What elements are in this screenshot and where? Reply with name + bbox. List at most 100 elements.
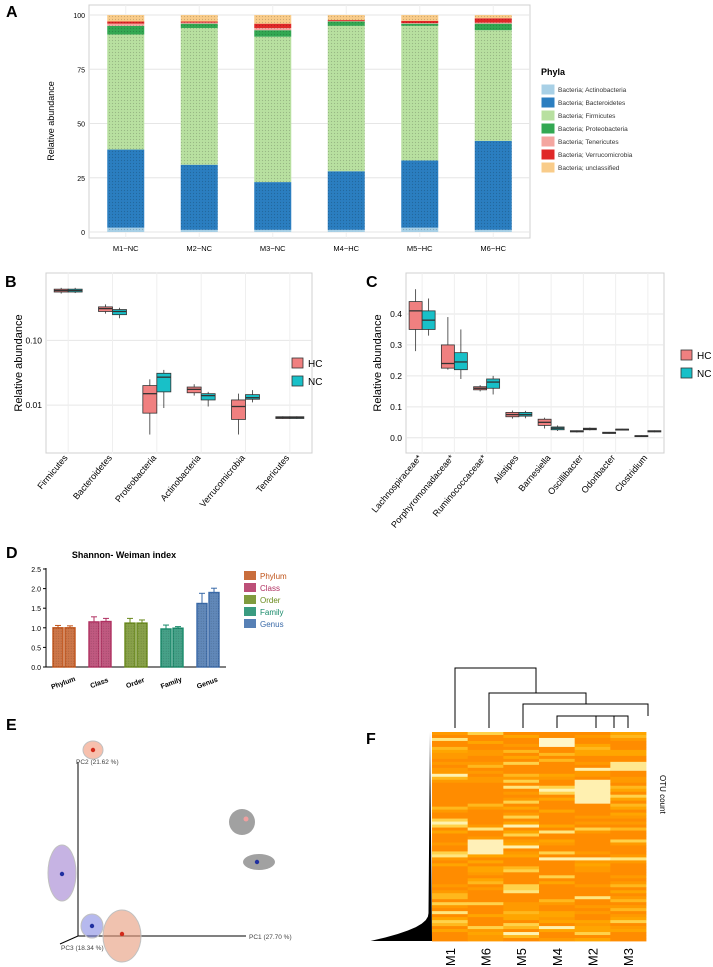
heatmap-cell bbox=[432, 881, 469, 885]
heatmap-cell bbox=[432, 794, 469, 799]
heatmap-cell bbox=[503, 803, 540, 808]
heatmap-cell bbox=[610, 740, 647, 745]
heatmap-cell bbox=[610, 863, 647, 867]
heatmap-cell bbox=[610, 779, 647, 784]
heatmap-cell bbox=[432, 818, 469, 822]
heatmap-cell bbox=[432, 740, 469, 745]
panel-label-f: F bbox=[366, 731, 376, 748]
heatmap-cell bbox=[503, 911, 540, 915]
dendrogram bbox=[454, 667, 649, 728]
xtick-label: M6−HC bbox=[480, 244, 506, 253]
heatmap-cell bbox=[432, 761, 469, 766]
heatmap-cell bbox=[539, 779, 576, 784]
heatmap-cell bbox=[539, 797, 576, 802]
heatmap-cell bbox=[610, 860, 647, 864]
heatmap-cell bbox=[432, 824, 469, 828]
heatmap-cell bbox=[539, 866, 576, 870]
legend-swatch-tenericutes bbox=[540, 135, 556, 148]
legend-swatch-actinobacteria bbox=[540, 83, 556, 96]
heatmap-cell bbox=[574, 911, 611, 915]
heatmap-cell bbox=[467, 791, 504, 796]
heatmap-cell bbox=[574, 779, 611, 784]
legend-label: Bacteria; Bacteroidetes bbox=[558, 100, 626, 107]
heatmap-cell bbox=[467, 872, 504, 876]
heatmap-cell bbox=[467, 800, 504, 805]
bar-texture bbox=[101, 621, 111, 667]
heatmap-cell bbox=[574, 935, 611, 939]
ytick-label: 0.01 bbox=[25, 400, 42, 410]
heatmap-cell bbox=[539, 869, 576, 873]
heatmap-cell bbox=[503, 824, 540, 828]
heatmap-cell bbox=[574, 782, 611, 787]
heatmap-cell bbox=[503, 743, 540, 748]
heatmap-cell bbox=[610, 911, 647, 915]
heatmap-cell bbox=[574, 890, 611, 894]
bar-texture bbox=[107, 149, 145, 228]
heatmap-cell bbox=[574, 869, 611, 873]
heatmap-cell bbox=[539, 908, 576, 912]
ytick-label: 2.5 bbox=[31, 567, 41, 574]
xtick-label: Phylum bbox=[50, 676, 76, 691]
heatmap-cell bbox=[539, 821, 576, 825]
heatmap-cell bbox=[610, 902, 647, 906]
legend-swatch-order bbox=[244, 595, 256, 604]
bar-texture bbox=[401, 23, 439, 26]
heatmap-cell bbox=[610, 914, 647, 918]
heatmap-cell bbox=[503, 767, 540, 772]
heatmap-cell bbox=[432, 875, 469, 879]
heatmap-cell bbox=[503, 785, 540, 790]
heatmap-cell bbox=[610, 749, 647, 754]
heatmap-cell bbox=[432, 863, 469, 867]
heatmap-cell bbox=[467, 797, 504, 802]
bar-texture bbox=[125, 623, 135, 667]
legend-swatch-genus bbox=[244, 619, 256, 628]
heatmap-cell bbox=[539, 815, 576, 819]
heatmap-cell bbox=[610, 875, 647, 879]
heatmap-cell bbox=[539, 767, 576, 772]
bar-texture bbox=[327, 171, 365, 230]
heatmap-cell bbox=[432, 854, 469, 858]
heatmap-cell bbox=[539, 923, 576, 927]
bar-texture bbox=[474, 229, 512, 232]
heatmap-cell bbox=[467, 851, 504, 855]
heatmap-cell bbox=[610, 887, 647, 891]
heatmap-column-label: M4 bbox=[550, 948, 565, 966]
heatmap-cell bbox=[539, 818, 576, 822]
heatmap-cell bbox=[610, 797, 647, 802]
heatmap-cell bbox=[503, 872, 540, 876]
panel-d: D Shannon- Weiman index 0.0 0.5 1.0 1.5 2.0 2… bbox=[6, 545, 287, 691]
heatmap-cell bbox=[610, 917, 647, 921]
heatmap-cell bbox=[432, 938, 469, 942]
heatmap-cell bbox=[467, 902, 504, 906]
heatmap-cell bbox=[539, 755, 576, 760]
legend-swatch-hc bbox=[680, 349, 693, 361]
heatmap-cell bbox=[574, 917, 611, 921]
bar-texture bbox=[474, 30, 512, 141]
heatmap-cell bbox=[432, 755, 469, 760]
box-nc bbox=[245, 394, 260, 400]
heatmap-cell bbox=[574, 824, 611, 828]
panel-label-d: D bbox=[6, 545, 18, 562]
xtick-label: Bacteroidetes bbox=[71, 452, 114, 501]
heatmap-cell bbox=[539, 770, 576, 775]
bar-texture bbox=[474, 22, 512, 24]
legend-label: Family bbox=[260, 608, 284, 617]
heatmap-cell bbox=[539, 899, 576, 903]
heatmap-cell bbox=[539, 893, 576, 897]
legend-label: Bacteria; Tenericutes bbox=[558, 139, 619, 146]
heatmap-cell bbox=[503, 905, 540, 909]
heatmap-cell bbox=[574, 926, 611, 930]
heatmap-cell bbox=[467, 875, 504, 879]
heatmap-cell bbox=[610, 770, 647, 775]
heatmap-cell bbox=[539, 845, 576, 849]
heatmap-cell bbox=[539, 773, 576, 778]
legend-label: HC bbox=[308, 359, 322, 370]
legend-a: Bacteria; Actinobacteria Bacteria; Bacter… bbox=[540, 83, 633, 174]
heatmap-cell bbox=[610, 935, 647, 939]
heatmap-cell bbox=[503, 848, 540, 852]
dendro-link bbox=[595, 715, 629, 728]
heatmap-cell bbox=[610, 836, 647, 840]
heatmap-cell bbox=[432, 791, 469, 796]
heatmap-cell bbox=[467, 914, 504, 918]
xtick-label: M2−NC bbox=[186, 244, 212, 253]
